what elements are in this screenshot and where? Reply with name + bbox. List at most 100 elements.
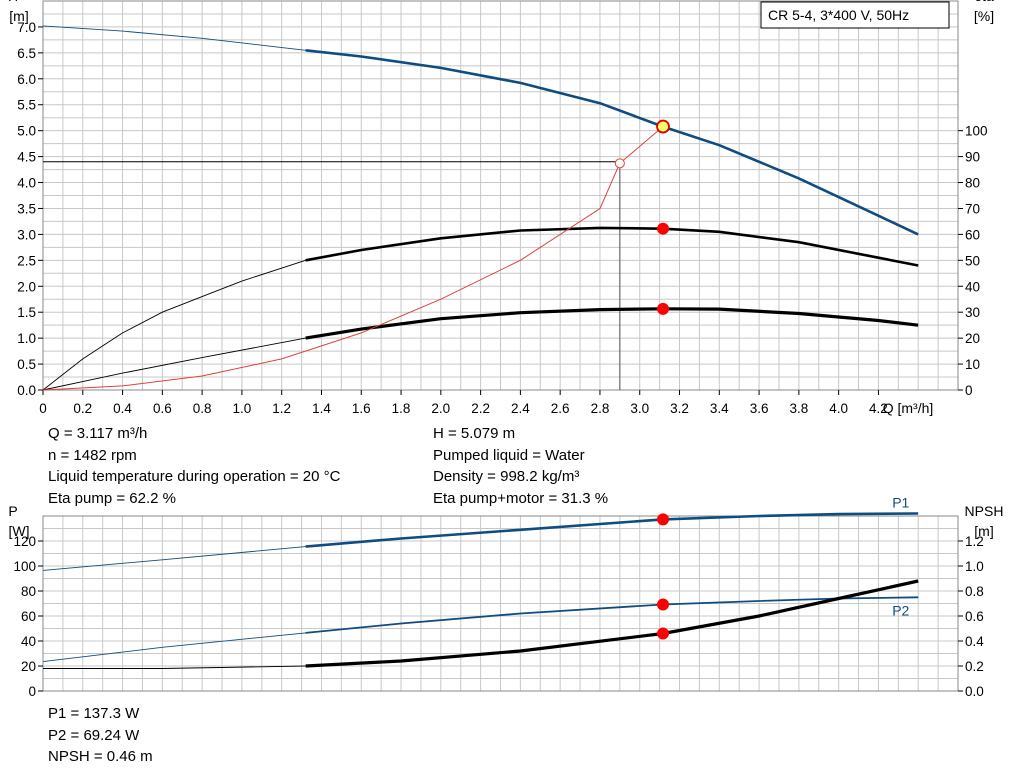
- x-tick-label: 3.2: [670, 401, 689, 416]
- npsh-readout: NPSH = 0.46 m: [48, 748, 153, 765]
- x-tick-label: 1.4: [312, 401, 331, 416]
- y-right-axis-label: NPSH: [965, 503, 1004, 519]
- series-P1-extended: [42, 546, 306, 571]
- y-right-tick-label: 100: [965, 124, 988, 139]
- y-right-tick-label: 70: [965, 201, 980, 216]
- temperature-readout: Liquid temperature during operation = 20…: [48, 468, 341, 485]
- y-left-tick-label: 0.5: [17, 357, 36, 372]
- y-right-axis-unit: [%]: [974, 8, 994, 24]
- x-tick-label: 2.6: [551, 401, 570, 416]
- x-tick-label: 4.0: [829, 401, 848, 416]
- operating-point-marker: [657, 302, 670, 315]
- p2-readout: P2 = 69.24 W: [48, 726, 140, 744]
- p1-readout: P1 = 137.3 W: [48, 705, 140, 722]
- x-tick-label: 3.6: [750, 401, 769, 416]
- x-tick-label: 2.4: [511, 401, 530, 416]
- y-right-tick-label: 1.0: [965, 559, 984, 574]
- y-left-tick-label: 0.0: [17, 383, 36, 398]
- x-tick-label: 0.6: [153, 401, 172, 416]
- y-left-tick-label: 6.0: [17, 72, 36, 87]
- x-tick-label: 1.0: [233, 401, 252, 416]
- readout-top-right: H = 5.079 m Pumped liquid = Water Densit…: [433, 423, 608, 509]
- y-left-tick-label: 4.5: [17, 150, 36, 165]
- series-label-P1: P1: [892, 495, 909, 511]
- y-left-tick-label: 2.5: [17, 253, 36, 268]
- system-intersection-marker: [614, 158, 625, 169]
- y-right-tick-label: 0.0: [965, 684, 984, 699]
- y-left-tick-label: 20: [21, 659, 36, 674]
- series-eta_pump: [305, 226, 919, 267]
- series-system-curve: [42, 126, 664, 391]
- x-tick-label: 2.2: [471, 401, 490, 416]
- y-right-tick-label: 0.8: [965, 584, 984, 599]
- x-tick-label: 3.8: [789, 401, 808, 416]
- y-right-tick-label: 60: [965, 227, 980, 242]
- y-left-tick-label: 7.0: [17, 20, 36, 35]
- series-eta_pump_motor: [305, 307, 919, 340]
- duty-point-marker: [656, 119, 670, 134]
- flow-readout: Q = 3.117 m³/h: [48, 425, 148, 442]
- y-left-tick-label: 2.0: [17, 279, 36, 294]
- plot-frame: [42, 0, 959, 391]
- y-right-tick-label: 0.6: [965, 609, 984, 624]
- y-left-tick-label: 1.5: [17, 305, 36, 320]
- y-left-tick-label: 120: [13, 534, 36, 549]
- operating-point-marker: [657, 513, 670, 526]
- speed-readout: n = 1482 rpm: [48, 446, 137, 464]
- y-left-tick-label: 6.5: [17, 46, 36, 61]
- y-right-tick-label: 30: [965, 305, 980, 320]
- series-P2-extended: [42, 632, 306, 663]
- y-left-tick-label: 1.0: [17, 331, 36, 346]
- series-label-P2: P2: [892, 602, 909, 618]
- series-NPSH-extended: [43, 665, 306, 669]
- x-tick-label: 1.6: [352, 401, 371, 416]
- y-right-tick-label: 0.4: [965, 634, 984, 649]
- y-left-axis-label: H: [8, 0, 18, 4]
- x-axis-label: Q [m³/h]: [883, 400, 934, 416]
- y-left-tick-label: 3.5: [17, 201, 36, 216]
- y-right-axis-label: eta: [974, 0, 994, 4]
- y-right-tick-label: 10: [965, 357, 980, 372]
- title-box-frame: [760, 1, 950, 29]
- y-left-tick-label: 5.0: [17, 124, 36, 139]
- y-left-tick-label: 60: [21, 609, 36, 624]
- y-right-tick-label: 40: [965, 279, 980, 294]
- y-right-tick-label: 20: [965, 331, 980, 346]
- operating-point-marker: [657, 598, 670, 611]
- y-right-axis-unit: [m]: [974, 523, 993, 539]
- x-tick-label: 1.8: [392, 401, 411, 416]
- chart-title-box: CR 5-4, 3*400 V, 50Hz: [760, 1, 950, 29]
- y-left-tick-label: 100: [13, 559, 36, 574]
- x-tick-label: 0.8: [193, 401, 212, 416]
- y-left-axis-unit: [W]: [9, 523, 30, 539]
- y-left-tick-label: 3.0: [17, 227, 36, 242]
- y-right-tick-label: 80: [965, 176, 980, 191]
- liquid-readout: Pumped liquid = Water: [433, 446, 585, 464]
- operating-point-marker: [657, 222, 670, 235]
- readout-bottom: P1 = 137.3 W P2 = 69.24 W NPSH = 0.46 m: [48, 703, 153, 768]
- x-tick-label: 0.4: [113, 401, 132, 416]
- x-tick-label: 4.2: [869, 401, 888, 416]
- head-readout: H = 5.079 m: [433, 425, 516, 442]
- x-tick-label: 0: [39, 401, 47, 416]
- y-left-axis-unit: [m]: [9, 8, 28, 24]
- y-right-tick-label: 0: [965, 383, 973, 398]
- series-eta_pump_motor-extended: [42, 337, 306, 391]
- density-readout: Density = 998.2 kg/m³: [433, 468, 580, 485]
- eta-total-readout: Eta pump+motor = 31.3 %: [433, 489, 609, 507]
- x-tick-label: 2.0: [431, 401, 450, 416]
- head-efficiency-chart: 0.0 0.5 1.0 1.5 2.0 2.5 3.0 3.5 4.0 4.5 5.0 5.5 6.0 6…: [8, 0, 994, 416]
- y-right-tick-label: 0.2: [965, 659, 984, 674]
- series-head-extended: [42, 25, 306, 51]
- plot-frame: [42, 515, 959, 692]
- power-npsh-chart: 0 20 40 60 80 100 120 0.0 0.2 0.4 0.6 0.8 1.0 1.2 P [W]…: [8, 495, 1003, 700]
- series-eta_pump-extended: [42, 259, 306, 391]
- x-tick-label: 1.2: [272, 401, 291, 416]
- x-tick-label: 0.2: [73, 401, 92, 416]
- y-left-tick-label: 80: [21, 584, 36, 599]
- y-left-tick-label: 4.0: [17, 176, 36, 191]
- eta-pump-readout: Eta pump = 62.2 %: [48, 489, 176, 507]
- y-right-tick-label: 50: [965, 253, 980, 268]
- x-tick-label: 3.4: [710, 401, 729, 416]
